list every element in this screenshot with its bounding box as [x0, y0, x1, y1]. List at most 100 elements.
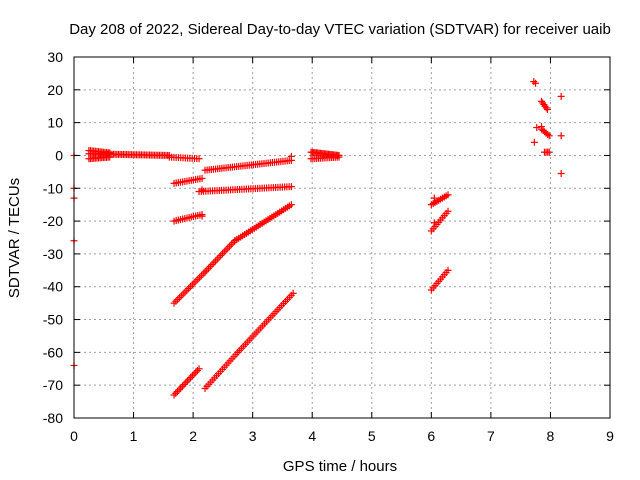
- y-axis-title: SDTVAR / TECUs: [6, 178, 23, 298]
- x-tick-label: 2: [189, 428, 197, 444]
- y-tick-label: -30: [43, 246, 63, 262]
- data-point-s9: [179, 290, 187, 298]
- data-point: [530, 138, 538, 146]
- data-point-s9: [185, 284, 193, 292]
- y-tick-label: -40: [43, 279, 63, 295]
- data-point-s12: [172, 389, 180, 397]
- data-point-s9: [172, 297, 180, 305]
- data-point-s10: [206, 262, 214, 270]
- data-point-s10: [222, 246, 230, 254]
- chart-title: Day 208 of 2022, Sidereal Day-to-day VTE…: [69, 21, 611, 38]
- data-point-s10: [226, 242, 234, 250]
- grid-layer: [74, 57, 610, 418]
- x-tick-label: 7: [487, 428, 495, 444]
- data-point-s10: [205, 264, 213, 272]
- data-point-s9: [176, 294, 184, 302]
- data-point-s12: [177, 384, 185, 392]
- data-point-s12: [193, 367, 201, 375]
- y-tick-label: -60: [43, 344, 63, 360]
- x-tick-label: 6: [427, 428, 435, 444]
- data-point-s17: [444, 191, 452, 199]
- data-point: [532, 79, 540, 87]
- data-point-s9: [197, 272, 205, 280]
- data-point-s10: [227, 240, 235, 248]
- data-point-s7: [287, 183, 295, 191]
- y-tick-label: -80: [43, 410, 63, 426]
- data-point: [557, 170, 565, 178]
- data-point-s9: [188, 281, 196, 289]
- data-point: [287, 152, 295, 160]
- x-tick-label: 3: [249, 428, 257, 444]
- x-tick-label: 1: [130, 428, 138, 444]
- y-tick-label: 20: [47, 82, 63, 98]
- y-tick-label: 30: [47, 49, 63, 65]
- x-tick-label: 9: [606, 428, 614, 444]
- data-point-s9: [183, 286, 191, 294]
- data-point-s10: [229, 239, 237, 247]
- data-point-s10: [215, 253, 223, 261]
- data-point-s10: [220, 248, 228, 256]
- data-point-s5: [198, 174, 206, 182]
- data-point-s12: [183, 377, 191, 385]
- data-point-s9: [170, 299, 178, 307]
- data-point-s4: [106, 153, 114, 161]
- data-point: [557, 92, 565, 100]
- data-point-s10: [213, 255, 221, 263]
- data-point-s10: [212, 257, 220, 265]
- y-tick-label: 10: [47, 115, 63, 131]
- data-point-s10: [217, 251, 225, 259]
- data-point-s12: [173, 388, 181, 396]
- y-tick-labels: 30 20 10 0 -10 -20 -30 -40 -50 -60 -70 -80: [43, 49, 63, 426]
- data-point-s12: [192, 368, 200, 376]
- data-point-s20: [542, 104, 550, 112]
- data-point-s9: [186, 283, 194, 291]
- data-point-s10: [208, 261, 216, 269]
- x-tick-label: 4: [308, 428, 316, 444]
- y-tick-label: -50: [43, 312, 63, 328]
- data-point-s10: [219, 250, 227, 258]
- data-point: [533, 124, 541, 132]
- y-tick-label: -70: [43, 377, 63, 393]
- data-point-s9: [199, 270, 207, 278]
- data-point-s12: [187, 374, 195, 382]
- data-point-s12: [180, 381, 188, 389]
- data-point-s12: [178, 382, 186, 390]
- plot-frame: [73, 56, 611, 419]
- data-point-s2: [195, 155, 203, 163]
- data-point-s16: [335, 153, 343, 161]
- data-point-s10: [210, 259, 218, 267]
- x-tick-label: 0: [70, 428, 78, 444]
- data-point-s11: [287, 201, 295, 209]
- ticks-layer: [73, 56, 611, 419]
- data-point-s12: [182, 379, 190, 387]
- data-point: [530, 78, 538, 86]
- data-point-s9: [194, 275, 202, 283]
- data-point-s21: [545, 132, 553, 140]
- data-point-s9: [196, 273, 204, 281]
- data-point-s14: [289, 289, 297, 297]
- y-tick-label: 0: [55, 147, 63, 163]
- data-point-s10: [201, 268, 209, 276]
- data-point: [198, 212, 206, 220]
- data-point-s10: [224, 244, 232, 252]
- data-point-s12: [170, 391, 178, 399]
- data-point: [430, 219, 438, 227]
- data-point-s9: [181, 288, 189, 296]
- data-point-s12: [185, 375, 193, 383]
- x-tick-label: 5: [368, 428, 376, 444]
- data-point: [538, 123, 546, 131]
- data-point-s12: [195, 365, 203, 373]
- data-point-s9: [174, 295, 182, 303]
- data-point-s22: [545, 148, 553, 156]
- data-point-s21: [544, 130, 552, 138]
- x-tick-label: 8: [547, 428, 555, 444]
- data-point-s10: [203, 266, 211, 274]
- data-point: [557, 132, 565, 140]
- data-point-s9: [177, 292, 185, 300]
- marks-layer: [70, 78, 565, 399]
- x-tick-labels: 0 1 2 3 4 5 6 7 8 9: [70, 428, 614, 444]
- y-tick-label: -20: [43, 213, 63, 229]
- data-point-s12: [188, 372, 196, 380]
- y-tick-label: -10: [43, 180, 63, 196]
